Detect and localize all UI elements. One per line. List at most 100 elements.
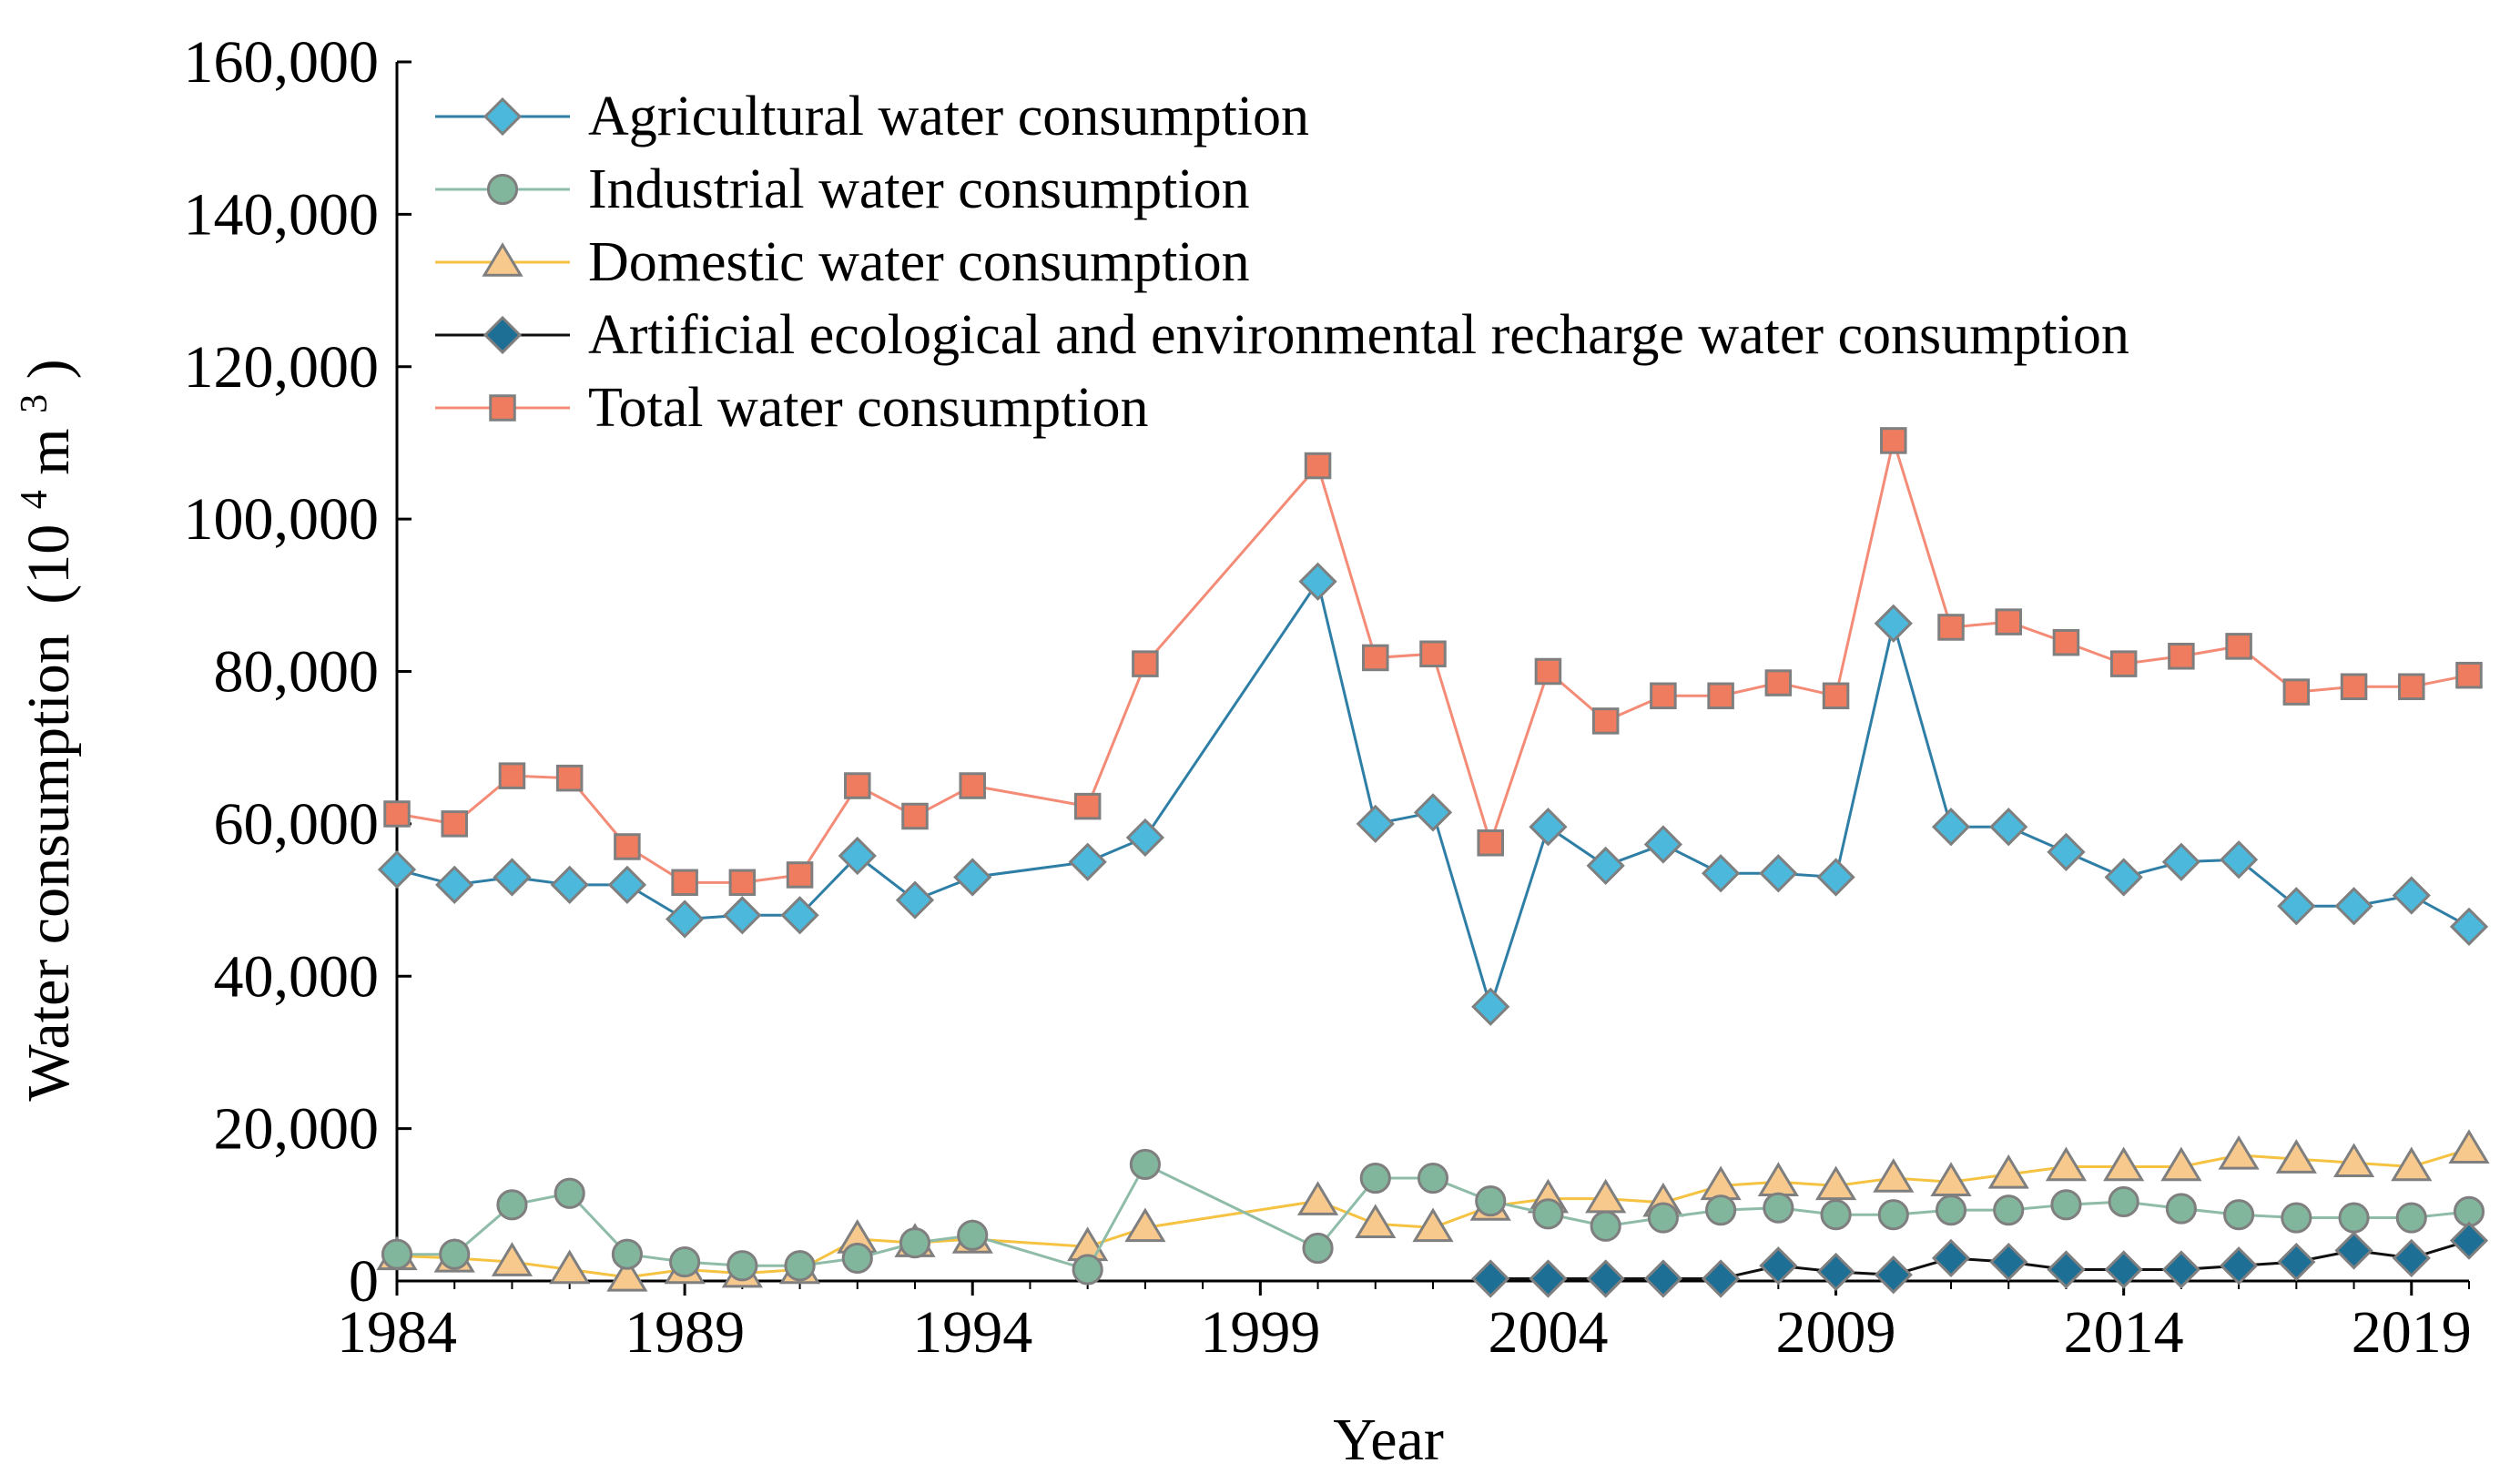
data-point	[441, 810, 468, 838]
data-point	[2448, 1129, 2490, 1164]
data-point	[665, 900, 705, 939]
y-tick-label: 20,000	[214, 1096, 380, 1163]
y-tick-label: 160,000	[184, 29, 380, 96]
y-tick-label: 100,000	[184, 486, 380, 553]
data-point	[1302, 1232, 1334, 1265]
data-point	[1757, 1162, 1799, 1196]
legend-item: Agricultural water consumption	[435, 86, 1309, 147]
legend-item: Domestic water consumption	[435, 231, 1250, 293]
data-point	[1591, 707, 1620, 735]
data-point	[2277, 887, 2316, 926]
data-point	[2161, 842, 2201, 881]
data-point	[1586, 846, 1625, 886]
data-point	[1298, 562, 1337, 601]
series-0	[377, 562, 2489, 1026]
data-point	[1880, 427, 1907, 454]
data-point	[2161, 1250, 2201, 1289]
y-axis-unit-exp1: 4	[14, 490, 56, 509]
data-point	[780, 896, 819, 935]
data-point	[2104, 1250, 2143, 1289]
legend-marker	[486, 173, 519, 206]
data-point	[2340, 673, 2368, 700]
data-point	[2219, 1246, 2259, 1286]
data-point	[2455, 661, 2483, 689]
data-point	[614, 833, 641, 860]
data-point	[383, 800, 411, 828]
data-point	[606, 1256, 648, 1292]
data-point	[1419, 640, 1447, 668]
y-tick-label: 80,000	[214, 639, 380, 706]
data-point	[1705, 1194, 1737, 1226]
data-point	[1296, 1181, 1339, 1215]
data-point	[1586, 1259, 1625, 1298]
data-point	[1764, 669, 1793, 696]
data-point	[2225, 633, 2252, 660]
x-tick-label: 2004	[1488, 1299, 1608, 1366]
data-point	[784, 1250, 816, 1282]
data-point	[1471, 1259, 1510, 1298]
data-point	[1359, 1162, 1391, 1194]
data-point	[611, 1238, 643, 1270]
legend-item: Total water consumption	[435, 377, 1149, 439]
data-point	[1413, 793, 1453, 832]
data-point	[1590, 1210, 1621, 1242]
data-point	[1816, 1252, 1855, 1292]
data-point	[2218, 1135, 2260, 1170]
x-tick-label: 1989	[625, 1299, 745, 1366]
data-point	[1647, 1202, 1679, 1234]
legend-label: Artificial ecological and environmental …	[588, 304, 2129, 366]
y-tick-label: 0	[349, 1248, 379, 1315]
data-point	[2449, 907, 2489, 946]
data-point	[838, 836, 877, 876]
data-point	[1477, 829, 1504, 857]
data-point	[1650, 682, 1677, 710]
data-point	[550, 865, 589, 904]
y-tick-label: 120,000	[184, 334, 380, 401]
data-point	[2047, 1250, 2086, 1289]
data-point	[1643, 825, 1683, 864]
data-point	[953, 858, 992, 897]
data-point	[2392, 1238, 2431, 1278]
legend-marker	[482, 242, 523, 277]
data-point	[1814, 1165, 1857, 1201]
data-point	[381, 1238, 413, 1270]
data-point	[1529, 1259, 1568, 1298]
x-tick-label: 1999	[1200, 1299, 1320, 1366]
data-point	[723, 896, 762, 935]
data-point	[2391, 1146, 2433, 1182]
x-tick-label: 1994	[912, 1299, 1032, 1366]
data-point	[1931, 808, 1971, 847]
data-point	[786, 861, 814, 889]
data-point	[2223, 1199, 2255, 1231]
data-point	[1877, 1199, 1909, 1231]
data-point	[1068, 842, 1107, 881]
data-point	[957, 1219, 989, 1251]
data-point	[1873, 1158, 1915, 1193]
data-point	[2050, 1189, 2082, 1221]
legend-label: Total water consumption	[588, 377, 1149, 439]
x-tick-label: 2014	[2064, 1299, 2184, 1366]
data-point	[1816, 858, 1855, 897]
data-point	[727, 1250, 758, 1282]
data-point	[671, 869, 698, 897]
data-point	[895, 880, 935, 920]
data-point	[1529, 808, 1568, 847]
data-point	[2449, 1221, 2489, 1260]
data-point	[1820, 1199, 1852, 1231]
data-point	[2052, 628, 2080, 656]
data-point	[1759, 854, 1798, 893]
data-point	[1072, 1254, 1103, 1286]
series-line	[396, 1147, 2470, 1279]
data-point	[2395, 1202, 2427, 1234]
data-point	[2160, 1146, 2202, 1182]
data-point	[1822, 682, 1850, 710]
legend: Agricultural water consumption Industrial…	[435, 86, 2129, 439]
data-point	[2109, 650, 2138, 677]
legend-label: Agricultural water consumption	[588, 86, 1309, 147]
data-point	[2334, 1231, 2373, 1270]
data-point	[901, 802, 929, 830]
x-axis-title: Year	[1333, 1407, 1444, 1473]
data-point	[2047, 832, 2086, 871]
y-axis-unit-mid: m	[15, 428, 82, 474]
